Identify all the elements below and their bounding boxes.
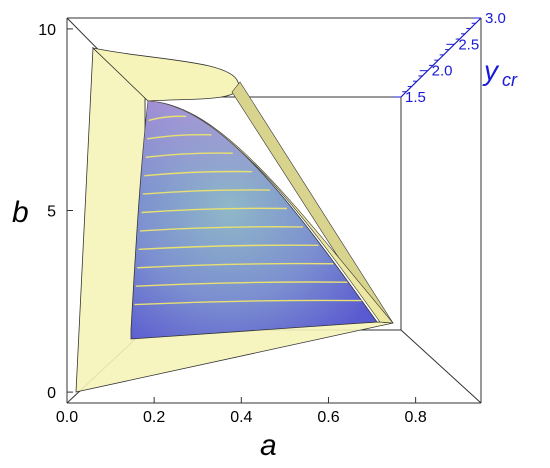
contour-line (137, 262, 334, 269)
x-tick-label: 0.0 (56, 409, 78, 426)
contour-line (134, 299, 362, 306)
x-axis-ticks: 0.0 0.2 0.4 0.6 0.8 (56, 397, 427, 426)
y-axis-title: b (12, 196, 29, 229)
contour-lines (134, 115, 362, 306)
contour-line (140, 226, 304, 232)
z-tick-label: 2.0 (432, 63, 453, 80)
x-axis-title: a (260, 429, 277, 462)
y-tick-label: 5 (47, 204, 56, 221)
z-tick-label: 2.5 (458, 36, 479, 53)
x-tick-label: 0.6 (317, 409, 339, 426)
inner-surface (130, 100, 378, 340)
y-tick-label: 0 (47, 385, 56, 402)
inner-surface-highlight (131, 101, 377, 339)
y-axis-ticks: 0 5 10 (38, 22, 73, 402)
x-tick-label: 0.4 (230, 409, 252, 426)
contour-line (148, 115, 187, 122)
box-edge-bottom-right (400, 329, 482, 404)
z-axis-title-subscript: cr (502, 70, 518, 90)
contour-line (145, 152, 233, 158)
z-tick-label: 3.0 (485, 10, 506, 27)
x-tick-label: 0.8 (405, 409, 427, 426)
z-tick-label: 1.5 (405, 89, 426, 106)
outer-region-top-fold (91, 47, 240, 102)
contour-line (138, 244, 319, 251)
z-axis-line (400, 17, 482, 98)
y-tick-label: 10 (38, 22, 56, 39)
contour-line (135, 281, 348, 287)
contour-line (144, 170, 253, 177)
contour-line (141, 207, 287, 214)
contour-line (142, 189, 271, 195)
contour-line (147, 133, 212, 140)
z-axis-title: y (482, 55, 500, 86)
z-axis-ticks: 1.5 2.0 2.5 3.0 (393, 10, 506, 106)
x-tick-label: 0.2 (143, 409, 165, 426)
